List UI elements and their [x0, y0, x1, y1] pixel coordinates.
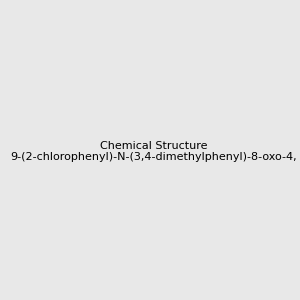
Text: Chemical Structure
9-(2-chlorophenyl)-N-(3,4-dimethylphenyl)-8-oxo-4,: Chemical Structure 9-(2-chlorophenyl)-N-… — [11, 141, 297, 162]
